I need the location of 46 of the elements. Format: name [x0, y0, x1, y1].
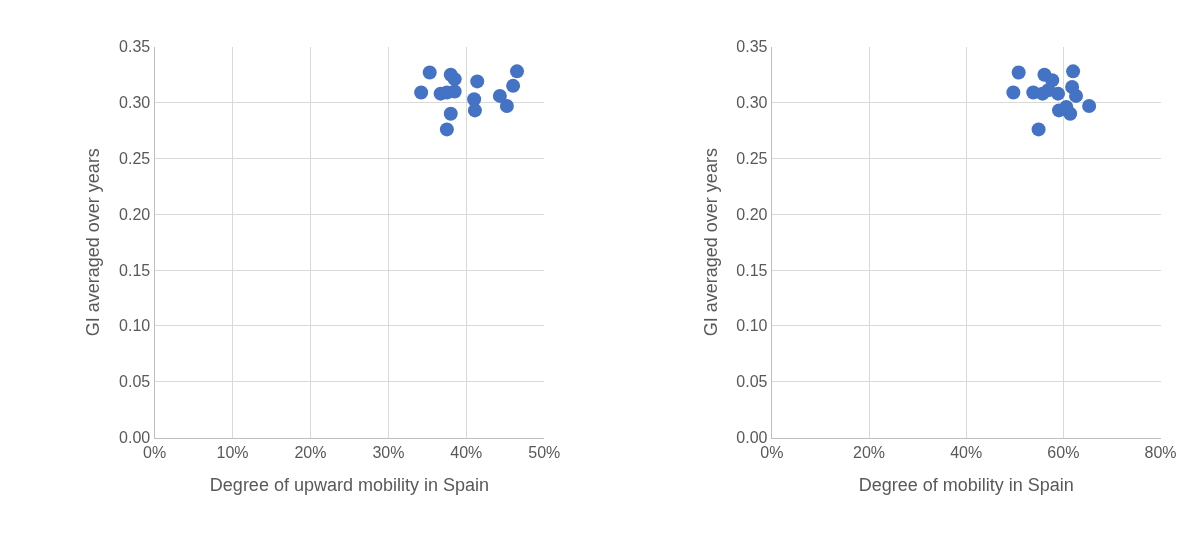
x-tick-label: 60% [1047, 443, 1080, 461]
point [1011, 65, 1026, 80]
x-axis-title: Degree of mobility in Spain [858, 474, 1074, 495]
x-axis-title: Degree of upward mobility in Spain [209, 474, 490, 495]
y-tick-label: 0.35 [736, 38, 768, 56]
x-tick-label: 40% [950, 443, 983, 461]
point [1051, 86, 1066, 101]
x-tick-label: 10% [216, 443, 249, 461]
y-tick-label: 0.20 [736, 205, 768, 223]
y-tick-label: 0.25 [119, 150, 151, 168]
y-tick-label: 0.15 [736, 261, 768, 279]
point [422, 65, 437, 80]
x-tick-label: 50% [528, 443, 561, 461]
y-tick-label: 0.25 [736, 150, 768, 168]
y-tick-label: 0.15 [119, 261, 151, 279]
y-axis-title: GI averaged over years [700, 148, 721, 337]
y-tick-label: 0.20 [119, 205, 151, 223]
x-tick-label: 20% [294, 443, 327, 461]
y-tick-label: 0.05 [736, 373, 768, 391]
x-tick-label: 40% [450, 443, 483, 461]
point [1069, 88, 1084, 103]
x-tick-label: 80% [1144, 443, 1177, 461]
point [467, 103, 482, 118]
y-tick-label: 0.10 [119, 317, 151, 335]
point [1006, 85, 1021, 100]
y-tick-label: 0.35 [119, 38, 151, 56]
point [1082, 98, 1097, 113]
x-tick-label: 30% [372, 443, 405, 461]
point [506, 78, 521, 93]
y-tick-label: 0.10 [736, 317, 768, 335]
point [510, 64, 524, 79]
point [443, 106, 458, 121]
point [492, 88, 507, 103]
point [439, 122, 454, 137]
y-tick-label: 0.30 [119, 94, 151, 112]
point [447, 72, 462, 87]
point [414, 85, 429, 100]
point [1066, 64, 1081, 79]
point [1031, 122, 1046, 137]
y-axis-title: GI averaged over years [83, 148, 104, 337]
point [470, 74, 485, 89]
y-tick-label: 0.30 [736, 94, 768, 112]
point [467, 92, 482, 107]
y-tick-label: 0.05 [119, 373, 151, 391]
point [499, 98, 514, 113]
x-tick-label: 20% [853, 443, 886, 461]
